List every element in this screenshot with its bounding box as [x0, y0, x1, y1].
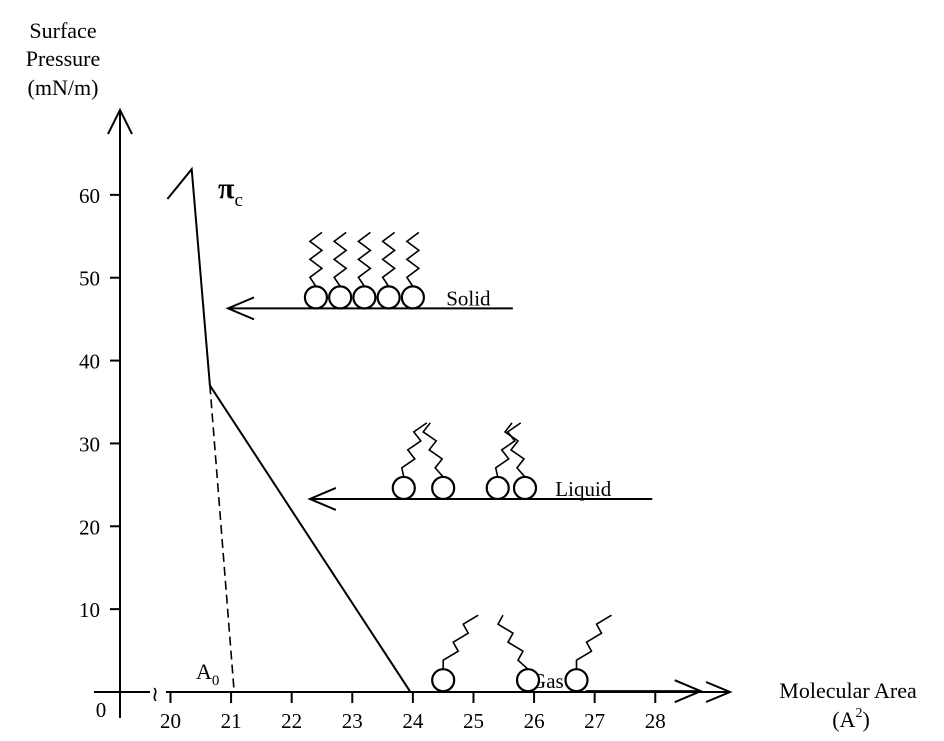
curve-layer	[166, 166, 411, 692]
molecule	[431, 614, 479, 693]
molecule-tail	[422, 422, 444, 478]
molecule-tail	[308, 231, 324, 287]
y-axis-title-line-3: (mN/m)	[28, 75, 99, 100]
phase-gas: Gas	[431, 614, 704, 704]
a0-symbol: A	[196, 659, 212, 684]
molecule	[303, 231, 329, 310]
molecule-head	[328, 285, 353, 310]
molecule-tail	[494, 422, 522, 478]
phase-layer: Solid Liquid Gas	[225, 231, 704, 704]
molecule-head	[376, 285, 401, 310]
collapse-pressure-symbol: π	[218, 172, 235, 205]
molecule	[564, 614, 612, 693]
x-axis-unit-prefix: (A	[832, 707, 855, 732]
y-ticks: 10 20 30 40 50 60	[79, 184, 120, 622]
phase-solid: Solid	[225, 231, 513, 321]
a0-subscript: 0	[212, 673, 220, 689]
phase-label: Solid	[446, 286, 491, 310]
x-tick-label: 25	[463, 709, 484, 733]
molecule-head	[515, 668, 541, 693]
x-axis-break-symbol: ≀	[151, 682, 159, 706]
molecule	[422, 422, 456, 501]
y-tick-label: 20	[79, 515, 100, 539]
molecule	[503, 422, 538, 501]
y-tick-label: 30	[79, 432, 100, 456]
y-tick-label: 10	[79, 598, 100, 622]
x-axis-title-line-1: Molecular Area	[779, 678, 917, 703]
molecule-tail	[496, 614, 529, 670]
x-ticks: 20 21 22 23 24 25 26 27 28	[160, 692, 666, 733]
collapse-pressure-label: πc	[218, 172, 243, 211]
y-axis-title-line-1: Surface	[29, 18, 96, 43]
molecule-head	[303, 285, 329, 310]
molecule-head	[431, 668, 456, 693]
x-tick-label: 23	[342, 709, 363, 733]
molecule-head	[485, 475, 510, 501]
molecule-head	[512, 475, 538, 501]
molecule-tail	[357, 231, 372, 287]
x-tick-label: 20	[160, 709, 181, 733]
molecule-tail	[400, 422, 428, 478]
molecule-head	[352, 285, 377, 310]
x-tick-label: 28	[645, 709, 666, 733]
phase-label: Liquid	[555, 477, 611, 501]
molecule	[328, 231, 353, 310]
molecule-tail	[405, 231, 421, 287]
molecule	[391, 422, 428, 501]
a0-extrapolation-line	[209, 385, 235, 692]
phase-arrowhead	[225, 296, 255, 321]
molecule	[485, 422, 522, 501]
y-axis-title-line-2: Pressure	[26, 46, 101, 71]
phase-arrowhead	[307, 487, 337, 511]
x-tick-label: 22	[281, 709, 302, 733]
molecule-tail	[503, 422, 526, 478]
phase-arrowhead	[674, 679, 704, 704]
x-tick-label: 26	[524, 709, 545, 733]
phase-liquid: Liquid	[307, 422, 653, 511]
x-axis-unit-suffix: )	[862, 707, 869, 732]
x-axis-unit-superscript: 2	[855, 706, 862, 721]
molecule-head	[564, 668, 589, 693]
collapse-pressure-subscript: c	[234, 190, 242, 211]
x-tick-label: 21	[221, 709, 242, 733]
molecule-tail	[332, 231, 348, 287]
molecule-tail	[575, 614, 612, 670]
x-tick-label: 27	[584, 709, 605, 733]
y-tick-label: 60	[79, 184, 100, 208]
molecule-tail	[442, 614, 479, 670]
y-axis	[107, 107, 133, 718]
molecule-tail	[381, 231, 396, 287]
molecule	[376, 231, 401, 310]
origin-label: 0	[96, 698, 107, 722]
molecule-head	[431, 475, 456, 501]
x-axis-title-line-2: (A2)	[832, 706, 870, 732]
molecule	[496, 614, 541, 693]
y-tick-label: 50	[79, 267, 100, 291]
molecule-head	[400, 285, 425, 310]
isotherm-curve	[166, 166, 411, 692]
a0-label: A0	[196, 659, 219, 689]
y-tick-label: 40	[79, 350, 100, 374]
molecule-head	[391, 475, 416, 501]
molecule	[352, 231, 377, 310]
x-tick-label: 24	[402, 709, 424, 733]
molecule	[400, 231, 425, 310]
